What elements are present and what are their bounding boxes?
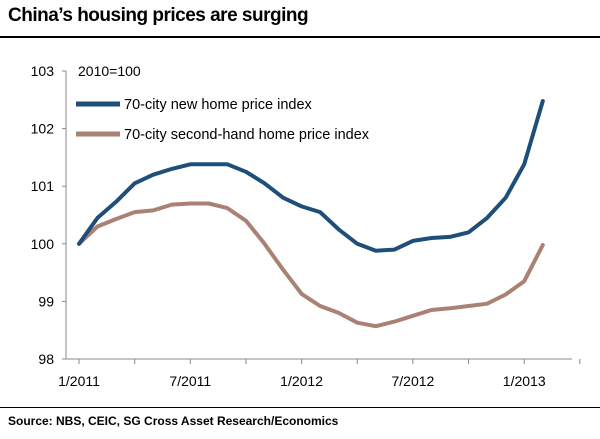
series (77, 99, 545, 329)
y-tick-label: 102 (31, 121, 55, 137)
y-tick-label: 100 (31, 236, 55, 252)
series-line (77, 99, 545, 253)
x-tick-label: 7/2011 (169, 373, 211, 389)
series-line (77, 201, 545, 329)
y-tick-label: 98 (38, 351, 54, 367)
source-rule (0, 407, 600, 408)
x-tick-label: 1/2012 (280, 373, 323, 389)
ticks: 98 99 100 101 102 103 1/2011 7/2011 1/2012 7/2012… (31, 63, 581, 389)
x-tick-label: 1/2013 (503, 373, 546, 389)
x-tick-label: 7/2012 (391, 373, 434, 389)
y-tick-label: 99 (38, 293, 54, 309)
x-tick-label: 1/2011 (58, 373, 100, 389)
chart-title: China’s housing prices are surging (8, 5, 309, 26)
y-tick-label: 103 (31, 63, 55, 79)
base-annotation: 2010=100 (78, 63, 141, 79)
axes (65, 71, 572, 360)
y-tick-label: 101 (31, 178, 55, 194)
source-note: Source: NBS, CEIC, SG Cross Asset Resear… (8, 414, 339, 428)
title-rule (0, 36, 600, 38)
legend: 2010=100 70-city new home price index 70-c… (76, 63, 370, 143)
legend-label: 70-city second-hand home price index (124, 127, 370, 143)
legend-label: 70-city new home price index (124, 97, 313, 113)
